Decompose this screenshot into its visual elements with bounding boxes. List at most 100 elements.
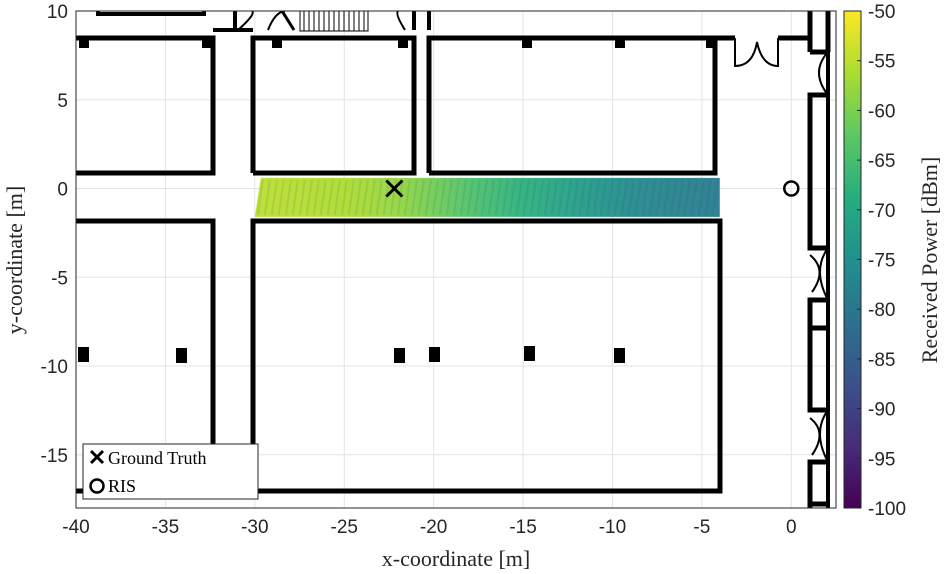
heatmap-texture xyxy=(396,179,404,216)
pillar xyxy=(615,36,625,48)
heatmap-strip xyxy=(254,177,720,217)
heatmap-texture xyxy=(627,179,635,216)
pillar xyxy=(394,348,405,363)
heatmap-texture xyxy=(270,179,278,216)
plot-area xyxy=(76,11,836,508)
heatmap-texture xyxy=(480,179,488,216)
door-arc xyxy=(734,38,779,68)
heatmap-texture xyxy=(494,179,502,216)
heatmap-texture xyxy=(263,179,271,216)
heatmap-texture xyxy=(452,179,460,216)
heatmap-texture xyxy=(501,179,509,216)
heatmap-texture xyxy=(333,179,341,216)
heatmap-texture xyxy=(634,179,642,216)
wall xyxy=(807,325,828,413)
legend-entry-ground-truth: Ground Truth xyxy=(108,448,207,468)
x-tick-label: -40 xyxy=(62,517,89,538)
heatmap-texture xyxy=(305,179,313,216)
y-tick-label: -5 xyxy=(51,268,68,289)
heatmap-texture xyxy=(410,179,418,216)
door-arc xyxy=(237,11,254,31)
heatmap-texture xyxy=(361,179,369,216)
heatmap-texture xyxy=(529,179,537,216)
heatmap-texture xyxy=(550,179,558,216)
heatmap-texture xyxy=(648,179,656,216)
heatmap-texture xyxy=(389,179,397,216)
heatmap-texture xyxy=(571,179,579,216)
heatmap-texture xyxy=(704,179,712,216)
y-tick-label: -15 xyxy=(41,446,68,467)
heatmap-texture xyxy=(445,179,453,216)
heatmap-texture xyxy=(697,179,705,216)
heatmap-texture xyxy=(459,179,467,216)
stairs xyxy=(299,11,369,32)
colorbar-tick-label: -60 xyxy=(868,101,895,122)
heatmap-texture xyxy=(340,179,348,216)
pillar xyxy=(706,36,716,48)
colorbar-tick-label: -85 xyxy=(868,350,895,371)
pillar xyxy=(78,347,89,362)
colorbar-tick-label: -70 xyxy=(868,201,895,222)
heatmap-texture xyxy=(585,179,593,216)
ground-truth-marker xyxy=(385,179,404,198)
colorbar-tick-label: -80 xyxy=(868,300,895,321)
door-arc xyxy=(819,247,829,301)
wall xyxy=(96,11,206,16)
heatmap-texture xyxy=(368,179,376,216)
heatmap xyxy=(254,177,720,217)
pillar xyxy=(176,348,187,363)
x-tick-label: -25 xyxy=(331,517,358,538)
heatmap-texture xyxy=(487,179,495,216)
wall xyxy=(280,11,296,31)
heatmap-texture xyxy=(466,179,474,216)
colorbar-tick-label: -50 xyxy=(868,2,895,23)
heatmap-texture xyxy=(473,179,481,216)
colorbar-tick-label: -100 xyxy=(868,499,906,520)
heatmap-texture xyxy=(291,179,299,216)
pillar xyxy=(202,36,212,48)
legend-entry-ris: RIS xyxy=(108,476,136,496)
x-tick-labels: -40 -35 -30 -25 -20 -15 -10 -5 0 xyxy=(62,517,796,538)
heatmap-texture xyxy=(424,179,432,216)
y-tick-label: 10 xyxy=(47,2,68,23)
legend-x-marker-icon xyxy=(89,449,105,465)
heatmap-texture xyxy=(326,179,334,216)
plot-frame xyxy=(75,10,837,509)
wall xyxy=(807,459,828,508)
heatmap-texture xyxy=(277,179,285,216)
heatmap-texture xyxy=(676,179,684,216)
pillar xyxy=(522,36,532,48)
heatmap-texture xyxy=(592,179,600,216)
pillar xyxy=(398,36,408,48)
wall xyxy=(250,35,417,176)
x-tick-label: -10 xyxy=(599,517,626,538)
pillar xyxy=(614,348,625,363)
colorbar-tick-label: -65 xyxy=(868,151,895,172)
heatmap-texture xyxy=(620,179,628,216)
pillars xyxy=(78,36,716,363)
heatmap-texture xyxy=(557,179,565,216)
door-arc xyxy=(818,51,829,96)
pillar xyxy=(79,36,89,48)
colorbar: -50 -55 -60 -65 -70 -75 -80 -85 -90 -95 -100 Recei… xyxy=(843,2,942,520)
heatmap-texture xyxy=(375,179,383,216)
heatmap-texture xyxy=(613,179,621,216)
heatmap-texture xyxy=(669,179,677,216)
x-tick-label: -20 xyxy=(420,517,447,538)
heatmap-texture xyxy=(515,179,523,216)
heatmap-texture xyxy=(354,179,362,216)
heatmap-texture xyxy=(536,179,544,216)
legend-circle-marker-icon xyxy=(89,478,105,494)
heatmap-texture xyxy=(319,179,327,216)
heatmap-texture xyxy=(431,179,439,216)
heatmap-texture xyxy=(438,179,446,216)
y-tick-label: -10 xyxy=(41,357,68,378)
y-tick-label: 5 xyxy=(57,91,68,112)
x-tick-label: -15 xyxy=(509,517,536,538)
heatmap-texture xyxy=(298,179,306,216)
heatmap-texture xyxy=(606,179,614,216)
heatmap-texture xyxy=(347,179,355,216)
heatmap-texture xyxy=(256,179,264,216)
heatmap-texture xyxy=(543,179,551,216)
